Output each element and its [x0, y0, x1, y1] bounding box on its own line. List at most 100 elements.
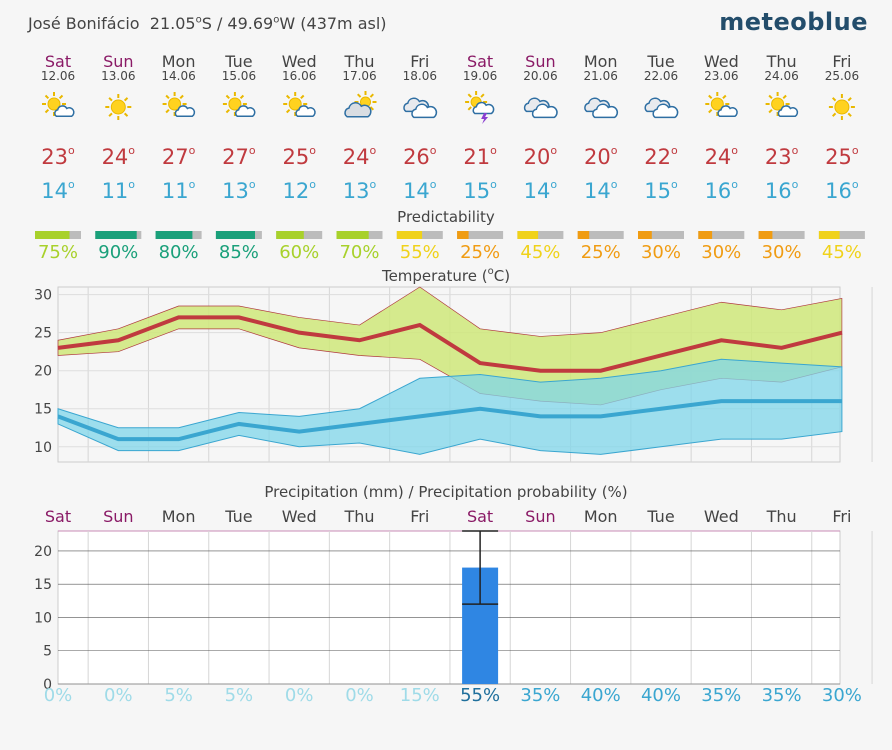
predictability-bar-track — [577, 231, 624, 239]
sun-ray — [225, 94, 230, 100]
sun-ray — [708, 108, 713, 114]
y-tick-label: 10 — [34, 440, 52, 456]
max-temp: 24o — [102, 144, 136, 169]
brand-logo[interactable]: meteoblue — [719, 8, 868, 36]
sun-disc — [168, 97, 182, 111]
thunder-icon — [465, 91, 495, 124]
sun-ray — [225, 108, 230, 114]
y-tick-label: 25 — [34, 326, 52, 342]
sun-disc — [834, 99, 850, 115]
date-label: 16.06 — [282, 69, 316, 83]
max-temp: 25o — [825, 144, 859, 169]
sun-ray — [239, 94, 245, 100]
sun-ray — [123, 112, 129, 117]
precip-probability: 30% — [822, 685, 862, 706]
degree-mark: o — [195, 14, 202, 26]
day-label: Sun — [525, 52, 555, 71]
latitude-suffix: S / 49.69 — [201, 14, 274, 33]
date-label: 17.06 — [342, 69, 376, 83]
day-label: Sat — [467, 52, 493, 71]
min-temp: 12o — [282, 178, 316, 203]
sun-cloud-icon — [42, 92, 75, 117]
max-temp: 24o — [343, 144, 377, 169]
day-label: Mon — [584, 52, 618, 71]
degree-mark: o — [273, 14, 280, 26]
date-label: 12.06 — [41, 69, 75, 83]
sun-ray — [179, 94, 184, 100]
min-temp: 15o — [644, 178, 678, 203]
predictability-value: 80% — [159, 242, 199, 263]
predictability-bar-fill — [577, 231, 590, 239]
sun-disc — [710, 97, 724, 111]
sun-disc — [110, 99, 126, 115]
max-temp: 25o — [282, 144, 316, 169]
cloud-shape — [235, 105, 256, 117]
max-temp: 20o — [524, 144, 558, 169]
precip-day-label: Fri — [832, 507, 851, 526]
precip-day-label: Sun — [103, 507, 133, 526]
predictability-value: 25% — [581, 242, 621, 263]
sun-ray — [123, 97, 129, 102]
precip-day-label: Sun — [525, 507, 555, 526]
location-name: José Bonifácio — [28, 14, 140, 33]
predictability-bar-fill — [336, 231, 369, 239]
min-temp: 16o — [765, 178, 799, 203]
sun-disc — [771, 97, 785, 111]
min-temp: 16o — [825, 178, 859, 203]
date-label: 25.06 — [825, 69, 859, 83]
sun-ray — [847, 112, 852, 117]
precip-day-label: Mon — [584, 507, 618, 526]
precip-day-label: Wed — [282, 507, 317, 526]
sun-ray — [480, 93, 485, 98]
precipitation-plot-area — [57, 530, 841, 685]
predictability-value: 60% — [279, 242, 319, 263]
predictability-bar-fill — [276, 231, 304, 239]
predictability-value: 45% — [520, 242, 560, 263]
max-temp: 27o — [162, 144, 196, 169]
temperature-title: Temperature (oC) — [381, 266, 510, 285]
predictability-value: 55% — [400, 242, 440, 263]
day-label: Mon — [162, 52, 196, 71]
precip-probability: 40% — [641, 685, 681, 706]
sun-cloud-icon — [765, 92, 799, 117]
date-label: 23.06 — [704, 69, 738, 83]
sun-ray — [286, 94, 291, 100]
date-label: 15.06 — [222, 69, 256, 83]
cloud-sun-icon — [344, 91, 377, 118]
min-temp: 14o — [584, 178, 618, 203]
predictability-bar-track — [758, 231, 805, 239]
sun-icon — [828, 94, 855, 120]
precip-day-label: Wed — [704, 507, 739, 526]
date-label: 21.06 — [584, 69, 618, 83]
y-tick-label: 20 — [34, 364, 52, 380]
sun-disc — [288, 97, 302, 111]
precip-probability: 5% — [164, 685, 193, 706]
y-tick-label: 5 — [43, 644, 52, 660]
precip-day-label: Sat — [45, 507, 71, 526]
precip-probability: 0% — [345, 685, 374, 706]
day-label: Tue — [646, 52, 674, 71]
predictability-value: 75% — [38, 242, 78, 263]
predictability-bar-fill — [215, 231, 255, 239]
cloud-shape — [411, 103, 438, 119]
y-tick-label: 30 — [34, 288, 52, 304]
precipitation-title: Precipitation (mm) / Precipitation proba… — [264, 483, 627, 501]
predictability-bar-fill — [517, 231, 539, 239]
y-tick-label: 0 — [43, 677, 52, 693]
y-tick-label: 20 — [34, 544, 52, 560]
precip-probability: 35% — [520, 685, 560, 706]
predictability-value: 30% — [762, 242, 802, 263]
sun-ray — [722, 94, 727, 100]
date-label: 22.06 — [644, 69, 678, 83]
sun-ray — [357, 93, 362, 98]
sun-ray — [108, 97, 113, 102]
date-label: 18.06 — [403, 69, 437, 83]
cloud-shape — [592, 103, 619, 119]
precip-probability: 0% — [44, 685, 73, 706]
max-temp: 22o — [644, 144, 678, 169]
predictability-value: 90% — [98, 242, 138, 263]
predictability-bar-fill — [155, 231, 193, 239]
precip-day-label: Mon — [162, 507, 196, 526]
day-label: Thu — [766, 52, 797, 71]
